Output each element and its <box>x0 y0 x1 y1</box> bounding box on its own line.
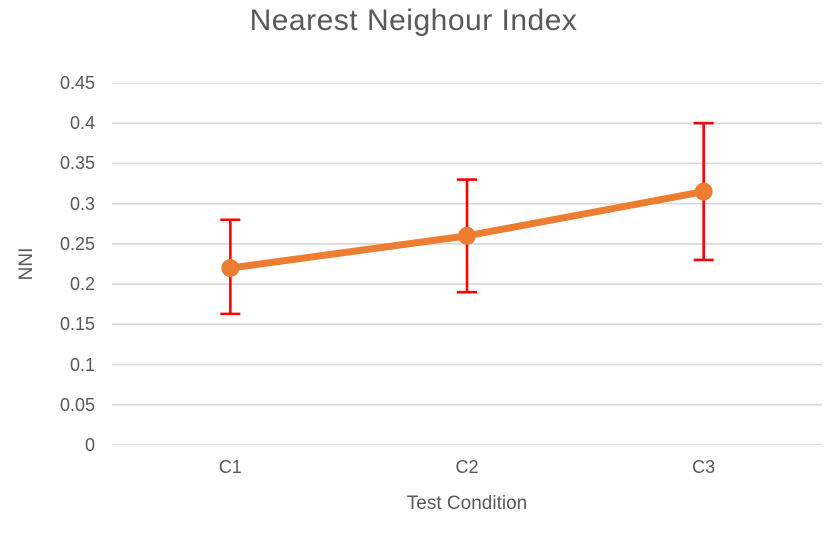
data-point-marker <box>458 226 476 245</box>
x-category-label: C1 <box>218 457 242 477</box>
x-axis-title: Test Condition <box>406 493 528 514</box>
y-tick-label: 0 <box>84 435 95 455</box>
line-chart-canvas <box>112 82 822 446</box>
y-tick-label: 0.1 <box>69 354 95 375</box>
chart-title: Nearest Neighour Index <box>249 4 578 37</box>
data-point-marker <box>694 182 713 201</box>
y-tick-label: 0.2 <box>69 274 95 295</box>
x-category-label: C3 <box>692 457 716 477</box>
y-tick-label: 0.35 <box>59 153 95 174</box>
y-tick-label: 0.05 <box>59 394 95 415</box>
data-point-marker <box>221 259 240 278</box>
plot-area <box>112 82 822 446</box>
y-tick-label: 0.3 <box>69 193 95 214</box>
y-tick-label: 0.4 <box>69 113 95 134</box>
x-category-label: C2 <box>455 457 479 477</box>
y-tick-label: 0.45 <box>59 73 95 93</box>
y-tick-label: 0.15 <box>59 314 95 335</box>
y-tick-label: 0.25 <box>59 233 95 254</box>
